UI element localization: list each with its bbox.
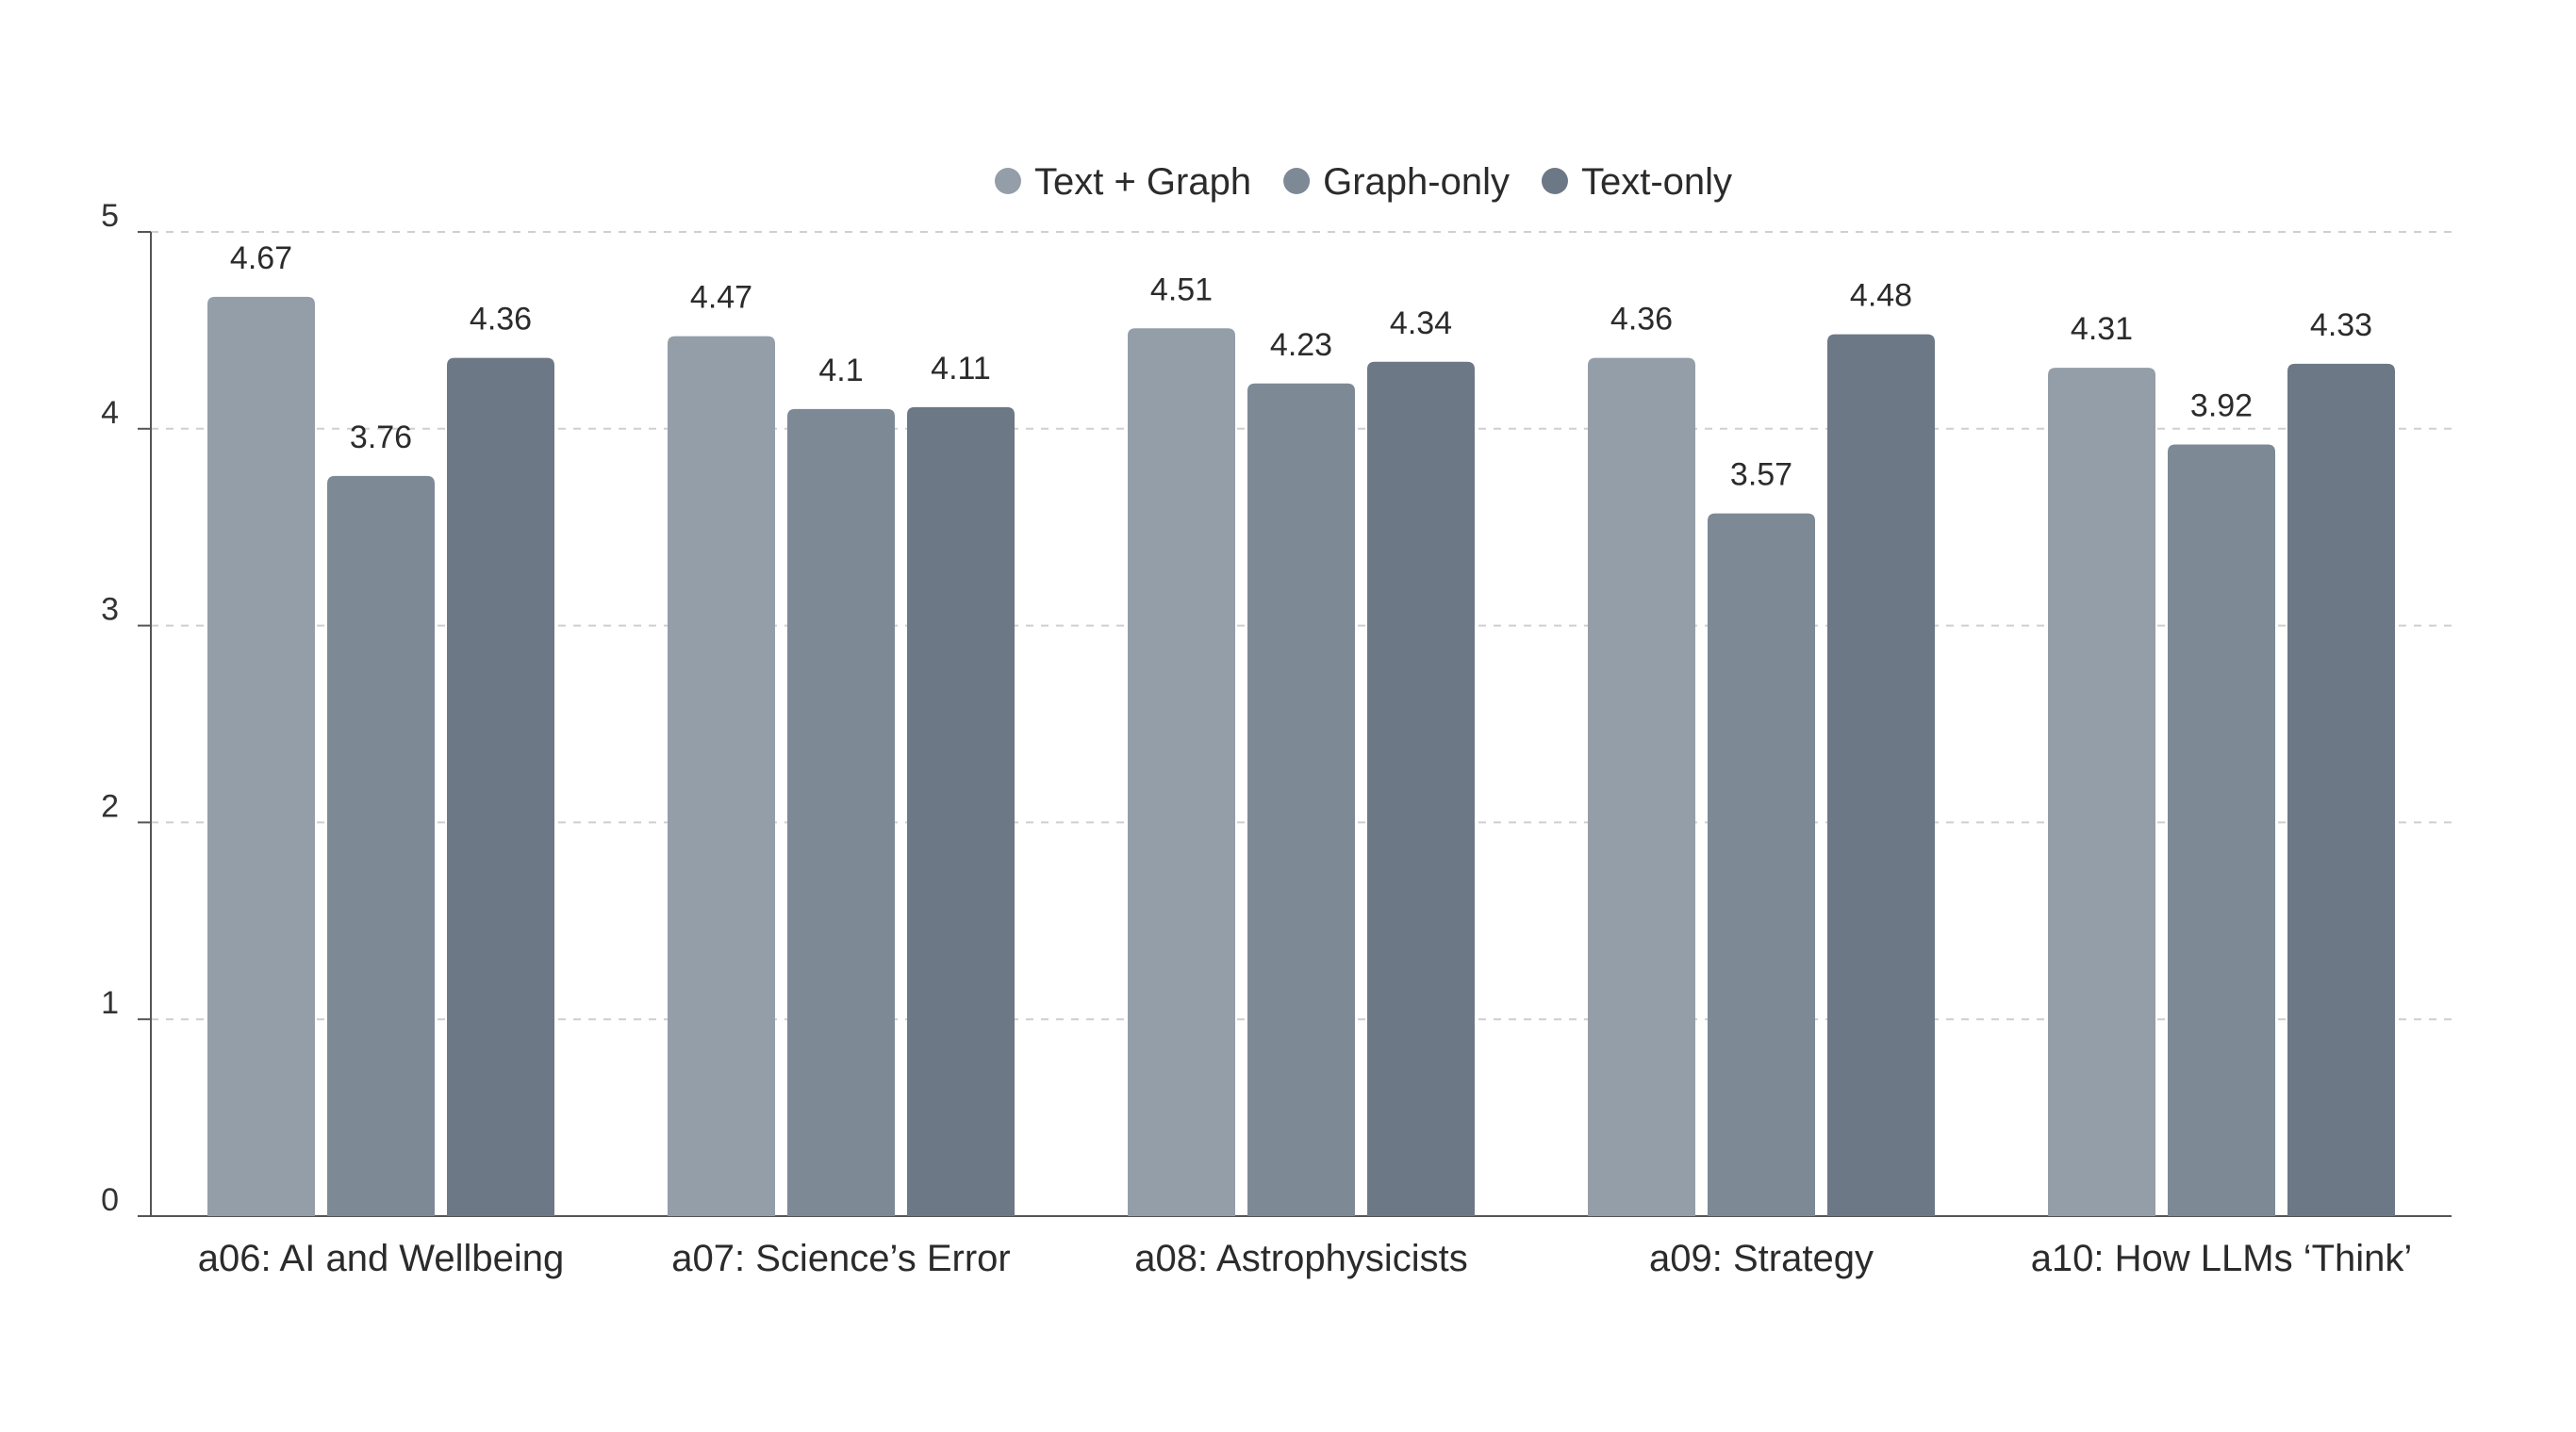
y-tick-label: 1 <box>101 985 119 1021</box>
data-label-text-graph-a10-how-llms-think: 4.31 <box>2071 311 2133 347</box>
data-label-graph-only-a06-ai-and-wellbeing: 3.76 <box>350 420 412 455</box>
x-tick-label: a07: Science’s Error <box>671 1238 1010 1279</box>
legend-label: Graph-only <box>1323 161 1510 203</box>
bar-graph-only-a07-science-s-error <box>787 408 895 1216</box>
legend-item-text-graph: Text + Graph <box>994 161 1251 203</box>
y-tick-label: 0 <box>101 1182 119 1218</box>
bar-text-graph-a07-science-s-error <box>668 336 775 1216</box>
y-tick-label: 2 <box>101 788 119 824</box>
bar-graph-only-a10-how-llms-think <box>2168 444 2275 1216</box>
legend-label: Text + Graph <box>1034 161 1251 203</box>
legend-marker <box>994 168 1021 194</box>
data-label-text-only-a10-how-llms-think: 4.33 <box>2310 307 2372 343</box>
legend-marker <box>1541 168 1568 194</box>
bar-text-only-a09-strategy <box>1827 334 1935 1216</box>
bar-text-only-a07-science-s-error <box>907 406 1015 1216</box>
data-label-text-graph-a09-strategy: 4.36 <box>1610 302 1673 337</box>
bar-graph-only-a09-strategy <box>1708 513 1815 1216</box>
data-label-text-only-a08-astrophysicists: 4.34 <box>1390 305 1452 341</box>
bar-graph-only-a08-astrophysicists <box>1247 383 1355 1216</box>
legend-label: Text-only <box>1581 161 1732 203</box>
bar-graph-only-a06-ai-and-wellbeing <box>327 475 435 1216</box>
bar-text-graph-a08-astrophysicists <box>1128 328 1235 1216</box>
data-label-text-graph-a06-ai-and-wellbeing: 4.67 <box>230 240 292 276</box>
legend-item-graph-only: Graph-only <box>1283 161 1510 203</box>
y-tick-label: 5 <box>101 198 119 234</box>
legend: Text + Graph Graph-only Text-only <box>994 161 1732 203</box>
y-tick-label: 3 <box>101 592 119 628</box>
data-label-graph-only-a09-strategy: 3.57 <box>1730 457 1792 493</box>
bars <box>207 296 2395 1217</box>
bar-text-only-a06-ai-and-wellbeing <box>447 357 554 1217</box>
x-tick-label: a09: Strategy <box>1649 1238 1874 1279</box>
data-label-text-only-a06-ai-and-wellbeing: 4.36 <box>470 302 532 337</box>
data-label-text-graph-a07-science-s-error: 4.47 <box>690 280 752 316</box>
legend-item-text-only: Text-only <box>1541 161 1732 203</box>
bar-text-graph-a06-ai-and-wellbeing <box>207 296 315 1216</box>
legend-marker <box>1283 168 1311 194</box>
x-tick-label: a10: How LLMs ‘Think’ <box>2031 1238 2413 1279</box>
data-label-graph-only-a10-how-llms-think: 3.92 <box>2190 388 2253 424</box>
data-label-text-graph-a08-astrophysicists: 4.51 <box>1150 272 1213 307</box>
data-label-graph-only-a07-science-s-error: 4.1 <box>818 353 863 388</box>
x-tick-label: a08: Astrophysicists <box>1134 1238 1468 1279</box>
data-labels: 4.67 3.76 4.36 4.47 4.1 4.11 4.51 4.23 4.34 4.36 3… <box>230 240 2372 493</box>
bar-text-graph-a09-strategy <box>1588 357 1695 1217</box>
y-tick-label: 4 <box>101 395 119 431</box>
data-label-text-only-a09-strategy: 4.48 <box>1850 278 1912 314</box>
data-label-graph-only-a08-astrophysicists: 4.23 <box>1270 327 1332 363</box>
bar-text-only-a08-astrophysicists <box>1367 361 1475 1217</box>
x-tick-label: a06: AI and Wellbeing <box>198 1238 564 1279</box>
data-label-text-only-a07-science-s-error: 4.11 <box>931 351 991 387</box>
bar-text-graph-a10-how-llms-think <box>2048 368 2155 1216</box>
bar-text-only-a10-how-llms-think <box>2287 363 2395 1216</box>
